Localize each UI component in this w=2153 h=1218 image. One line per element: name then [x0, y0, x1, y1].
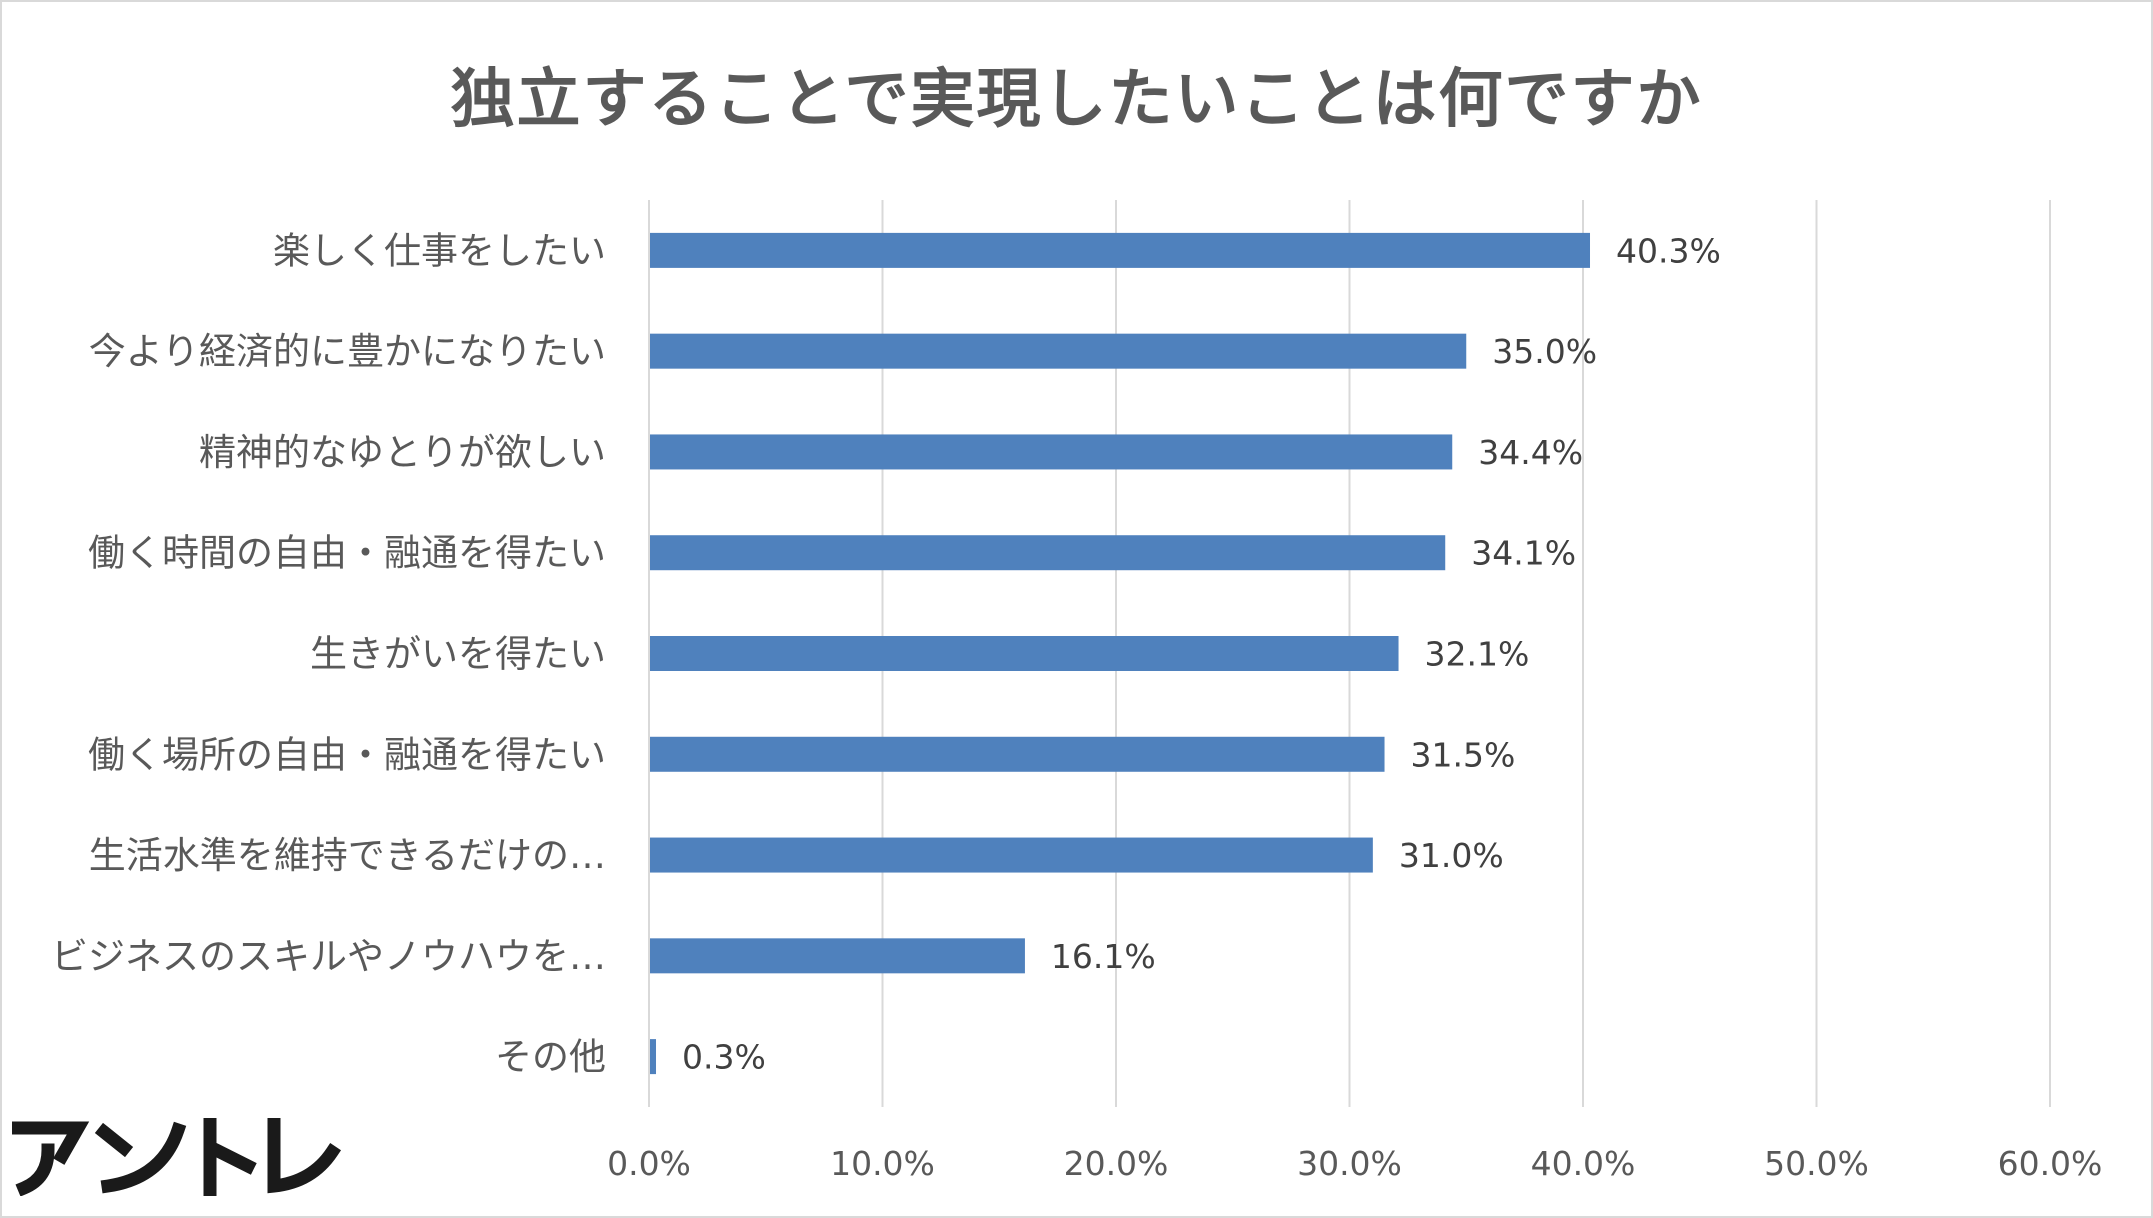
antore-logo	[12, 1118, 342, 1196]
category-label: 今より経済的に豊かになりたい	[89, 330, 606, 373]
category-label: 働く場所の自由・融通を得たい	[88, 733, 606, 776]
bar	[650, 535, 1446, 571]
bar	[650, 736, 1385, 772]
chart-title: 独立することで実現したいことは何ですか	[450, 63, 1703, 137]
category-label: 精神的なゆとりが欲しい	[199, 431, 606, 474]
x-tick-label: 60.0%	[1998, 1144, 2103, 1183]
bar	[650, 636, 1399, 671]
x-tick-label: 0.0%	[607, 1144, 691, 1183]
bar	[650, 837, 1373, 873]
value-label: 31.5%	[1411, 735, 1516, 774]
value-label: 31.0%	[1399, 836, 1504, 875]
x-tick-label: 50.0%	[1764, 1144, 1869, 1183]
value-label: 40.3%	[1616, 231, 1721, 270]
value-label: 32.1%	[1425, 635, 1530, 674]
x-tick-label: 40.0%	[1531, 1144, 1636, 1183]
bar	[650, 938, 1025, 974]
value-labels: 40.3% 35.0% 34.4% 34.1% 32.1% 31.5% 31.0% 16.1%…	[682, 231, 1721, 1076]
value-label: 35.0%	[1492, 332, 1597, 371]
category-label: ビジネスのスキルやノウハウを…	[51, 935, 606, 978]
category-label: 生活水準を維持できるだけの…	[89, 834, 606, 877]
x-tick-label: 20.0%	[1064, 1144, 1169, 1183]
value-label: 34.4%	[1478, 433, 1583, 472]
category-labels: 楽しく仕事をしたい今より経済的に豊かになりたい精神的なゆとりが欲しい働く時間の自…	[51, 229, 606, 1078]
bar	[650, 434, 1453, 470]
category-label: 楽しく仕事をしたい	[273, 229, 606, 272]
value-label: 0.3%	[682, 1038, 766, 1077]
value-label: 16.1%	[1051, 937, 1156, 976]
x-tick-label: 30.0%	[1297, 1144, 1402, 1183]
bar	[650, 232, 1591, 268]
category-label: 生きがいを得たい	[310, 633, 606, 676]
value-label: 34.1%	[1471, 534, 1576, 573]
category-label: その他	[495, 1036, 606, 1079]
bar	[650, 1039, 657, 1075]
x-tick-labels: 0.0% 10.0% 20.0% 30.0% 40.0% 50.0% 60.0%	[607, 1144, 2102, 1183]
category-label: 働く時間の自由・融通を得たい	[88, 532, 606, 575]
bar	[650, 333, 1467, 369]
bars	[650, 232, 1591, 1075]
x-tick-label: 10.0%	[830, 1144, 935, 1183]
